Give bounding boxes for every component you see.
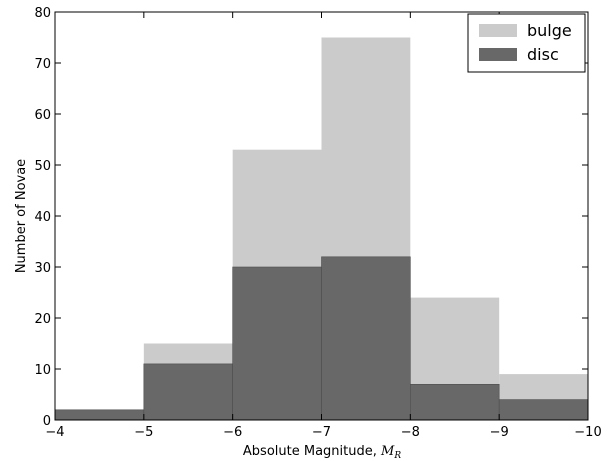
bar-disc-5 bbox=[410, 383, 500, 421]
x-axis-title-subscript: R bbox=[393, 451, 401, 461]
legend-swatch-disc bbox=[479, 48, 517, 61]
plot-area-frame bbox=[54, 11, 589, 421]
legend-box bbox=[467, 13, 586, 73]
x-axis-title-symbol: M bbox=[380, 444, 395, 459]
x-axis-title: Absolute Magnitude, MR bbox=[243, 444, 401, 461]
y-tick-label: 30 bbox=[34, 261, 51, 276]
y-axis-title: Number of Novae bbox=[14, 159, 29, 273]
legend-label-disc: disc bbox=[527, 45, 559, 64]
legend-swatch-bulge bbox=[479, 24, 517, 37]
x-tick-label: −10 bbox=[574, 425, 601, 440]
x-tick-label: −5 bbox=[134, 425, 153, 440]
y-tick-label: 10 bbox=[34, 363, 51, 378]
y-tick-label: 80 bbox=[34, 6, 51, 21]
bar-disc-2 bbox=[143, 363, 233, 421]
y-tick-label: 20 bbox=[34, 312, 51, 327]
x-tick-label: −6 bbox=[223, 425, 242, 440]
legend-label-bulge: bulge bbox=[527, 21, 572, 40]
y-tick-label: 0 bbox=[43, 414, 51, 429]
ticks-layer: −4 −5 −6 −7 −8 −9 −10 0 10 20 30 40 50 60 70 80 bbox=[34, 6, 601, 440]
bars-layer bbox=[54, 37, 589, 421]
x-axis-title-text: Absolute Magnitude, bbox=[243, 444, 381, 459]
bar-disc-1 bbox=[54, 409, 145, 421]
bar-disc-3 bbox=[232, 266, 322, 421]
x-tick-label: −7 bbox=[312, 425, 331, 440]
y-tick-label: 40 bbox=[34, 210, 51, 225]
y-tick-label: 60 bbox=[34, 108, 51, 123]
x-tick-label: −9 bbox=[490, 425, 509, 440]
x-tick-label: −8 bbox=[401, 425, 420, 440]
bar-disc-6 bbox=[498, 399, 589, 421]
x-tick-label: −4 bbox=[45, 425, 64, 440]
legend: bulge disc bbox=[467, 13, 586, 73]
bar-disc-4 bbox=[321, 256, 411, 421]
y-tick-label: 70 bbox=[34, 57, 51, 72]
y-tick-label: 50 bbox=[34, 159, 51, 174]
